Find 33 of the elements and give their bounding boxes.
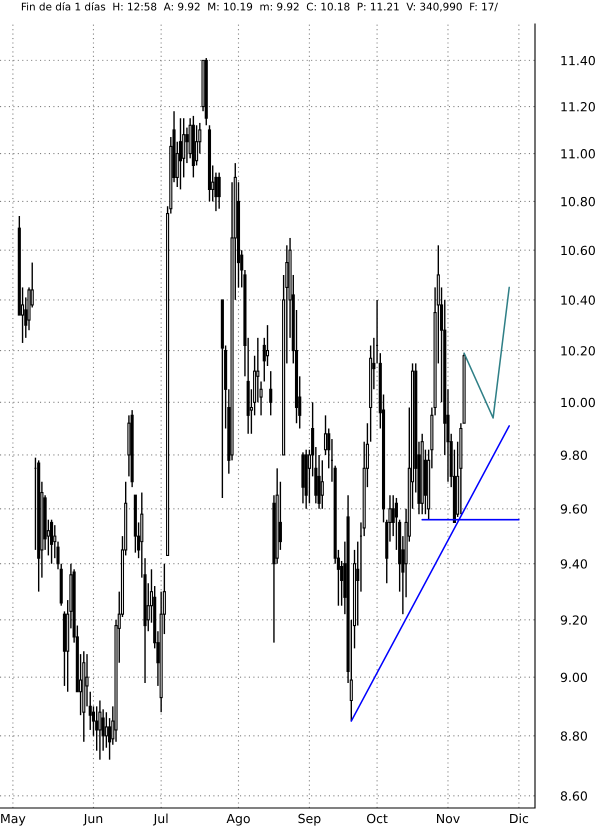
candlestick bbox=[104, 712, 108, 748]
y-tick-label: 9.00 bbox=[560, 672, 587, 682]
y-tick-label: 9.20 bbox=[560, 615, 587, 625]
candlestick bbox=[218, 172, 221, 210]
candlestick bbox=[98, 700, 102, 760]
x-tick-label: Oct bbox=[366, 814, 388, 824]
y-tick-label: 10.80 bbox=[561, 196, 595, 206]
candlestick bbox=[324, 414, 328, 456]
y-tick-label: 9.40 bbox=[560, 559, 587, 569]
y-tick-label: 10.60 bbox=[561, 246, 595, 256]
x-tick-label: Dic bbox=[510, 814, 528, 824]
x-tick-label: Jun bbox=[83, 814, 102, 826]
candlestick bbox=[50, 518, 54, 564]
x-tick-label: Sep bbox=[298, 814, 320, 826]
y-tick-label: 10.20 bbox=[561, 346, 595, 356]
x-tick-label: May bbox=[1, 814, 26, 826]
x-tick-label: Jul bbox=[152, 814, 168, 826]
x-tick-label: Ago bbox=[226, 814, 250, 826]
y-tick-label: 9.60 bbox=[560, 504, 587, 514]
y-tick-label: 8.60 bbox=[560, 791, 587, 801]
candlestick bbox=[195, 124, 198, 166]
y-tick-label: 11.40 bbox=[561, 56, 595, 66]
y-tick-label: 10.40 bbox=[561, 295, 595, 305]
x-tick-label: Nov bbox=[437, 814, 460, 824]
y-tick-label: 9.80 bbox=[560, 450, 587, 460]
y-tick-label: 11.20 bbox=[561, 102, 595, 112]
y-tick-label: 11.00 bbox=[561, 149, 595, 158]
candlestick bbox=[266, 324, 270, 367]
y-tick-label: 10.00 bbox=[561, 398, 595, 408]
candlestick bbox=[178, 118, 182, 190]
candlestick bbox=[269, 370, 272, 416]
y-tick-label: 8.80 bbox=[560, 731, 587, 741]
chart-title: Fin de día 1 días H: 12:58 A: 9.92 M: 10.19 m: 9.92 C: 10.18 P: 11.21 V: 340,990 F: 17/ bbox=[22, 2, 498, 12]
